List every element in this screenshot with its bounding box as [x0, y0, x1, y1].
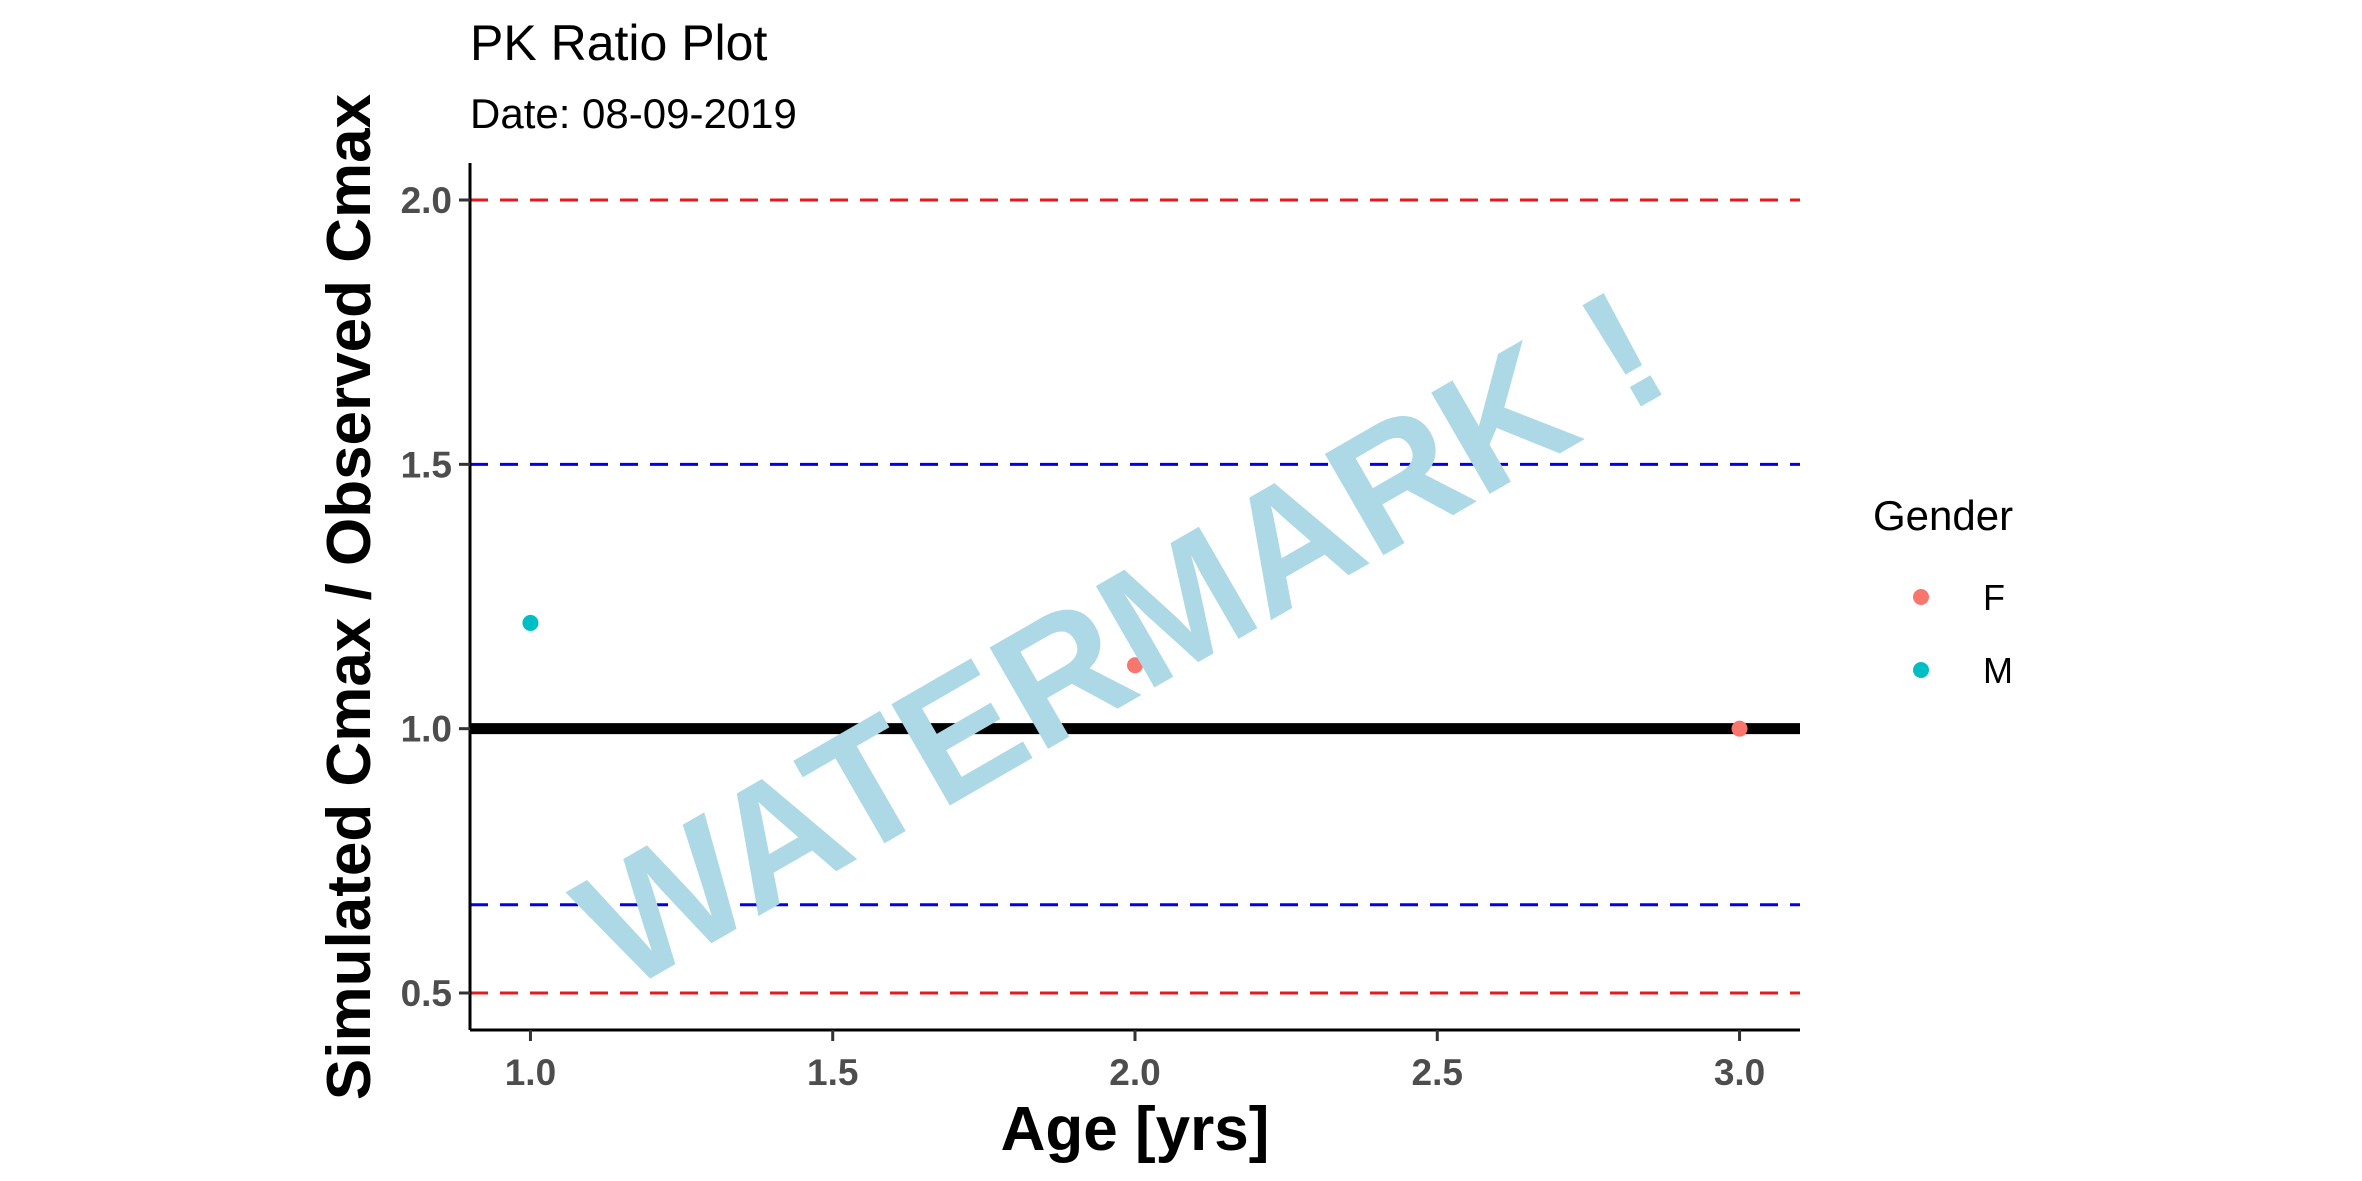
- y-tick-label: 2.0: [401, 180, 452, 221]
- x-tick-label: 1.5: [807, 1052, 858, 1093]
- x-tick-label: 2.0: [1109, 1052, 1160, 1093]
- x-ticks: 1.0 1.5 2.0 2.5 3.0: [505, 1030, 1765, 1093]
- legend-label: F: [1983, 577, 2005, 618]
- x-tick-label: 2.5: [1412, 1052, 1463, 1093]
- legend-label: M: [1983, 650, 2013, 691]
- legend-key-m: [1913, 662, 1929, 678]
- legend-key-f: [1913, 589, 1929, 605]
- x-axis-title: Age [yrs]: [1001, 1095, 1270, 1164]
- watermark: WATERMARK !: [547, 254, 1694, 1026]
- legend-title: Gender: [1873, 492, 2013, 539]
- data-point-f: [1127, 657, 1143, 674]
- y-axis-title: Simulated Cmax / Observed Cmax: [315, 93, 384, 1100]
- data-point-m: [522, 614, 539, 631]
- y-tick-label: 1.0: [401, 709, 452, 750]
- legend-items: FM: [1913, 577, 2013, 691]
- y-tick-label: 1.5: [401, 444, 452, 485]
- y-ticks: 0.5 1.0 1.5 2.0: [401, 180, 470, 1014]
- x-tick-label: 3.0: [1714, 1052, 1765, 1093]
- data-point-f: [1731, 720, 1748, 737]
- x-tick-label: 1.0: [505, 1052, 556, 1093]
- chart-subtitle: Date: 08-09-2019: [470, 90, 797, 137]
- chart-title: PK Ratio Plot: [470, 15, 767, 71]
- reference-lines: [470, 198, 1800, 995]
- data-points: [522, 614, 1748, 737]
- y-tick-label: 0.5: [401, 973, 452, 1014]
- legend: Gender FM: [1873, 492, 2013, 691]
